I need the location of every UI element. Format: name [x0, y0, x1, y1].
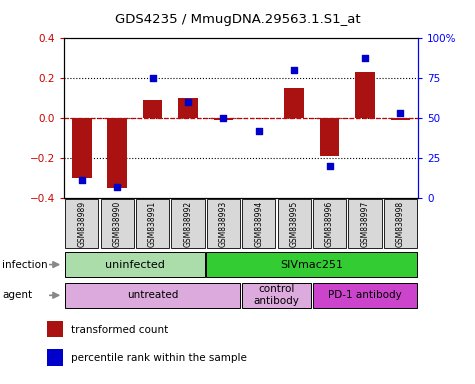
Text: GDS4235 / MmugDNA.29563.1.S1_at: GDS4235 / MmugDNA.29563.1.S1_at [114, 13, 361, 26]
Bar [214, 118, 233, 120]
Text: PD-1 antibody: PD-1 antibody [328, 290, 402, 300]
Text: percentile rank within the sample: percentile rank within the sample [71, 353, 247, 363]
Bar [207, 199, 240, 248]
Bar [313, 283, 418, 308]
Point [361, 55, 369, 61]
Bar [178, 98, 198, 118]
Text: agent: agent [2, 290, 32, 300]
Bar [313, 199, 346, 248]
Bar [242, 199, 276, 248]
Bar [390, 118, 410, 120]
Text: GSM838992: GSM838992 [183, 200, 192, 247]
Point [219, 115, 227, 121]
Point [184, 99, 192, 105]
Bar [277, 199, 311, 248]
Text: untreated: untreated [127, 290, 178, 300]
Bar [47, 321, 63, 337]
Bar [242, 283, 311, 308]
Bar [206, 252, 418, 277]
Bar [101, 199, 134, 248]
Point [326, 163, 333, 169]
Point [397, 110, 404, 116]
Text: GSM838989: GSM838989 [77, 200, 86, 247]
Bar [143, 100, 162, 118]
Text: GSM838997: GSM838997 [361, 200, 370, 247]
Text: GSM838993: GSM838993 [219, 200, 228, 247]
Text: uninfected: uninfected [105, 260, 165, 270]
Bar [65, 252, 205, 277]
Point [114, 184, 121, 190]
Text: GSM838991: GSM838991 [148, 200, 157, 247]
Point [255, 128, 263, 134]
Bar [47, 349, 63, 366]
Bar [355, 72, 375, 118]
Text: GSM838990: GSM838990 [113, 200, 122, 247]
Bar [65, 283, 240, 308]
Text: GSM838994: GSM838994 [254, 200, 263, 247]
Text: transformed count: transformed count [71, 324, 168, 334]
Text: GSM838995: GSM838995 [290, 200, 299, 247]
Text: SIVmac251: SIVmac251 [280, 260, 343, 270]
Point [290, 67, 298, 73]
Bar [285, 88, 304, 118]
Text: GSM838998: GSM838998 [396, 200, 405, 247]
Bar [65, 199, 98, 248]
Bar [107, 118, 127, 188]
Bar [320, 118, 339, 156]
Bar [384, 199, 417, 248]
Text: control
antibody: control antibody [254, 285, 299, 306]
Bar [348, 199, 381, 248]
Text: GSM838996: GSM838996 [325, 200, 334, 247]
Text: infection: infection [2, 260, 48, 270]
Bar [171, 199, 205, 248]
Bar [72, 118, 92, 178]
Bar [136, 199, 169, 248]
Point [78, 177, 86, 183]
Point [149, 75, 156, 81]
